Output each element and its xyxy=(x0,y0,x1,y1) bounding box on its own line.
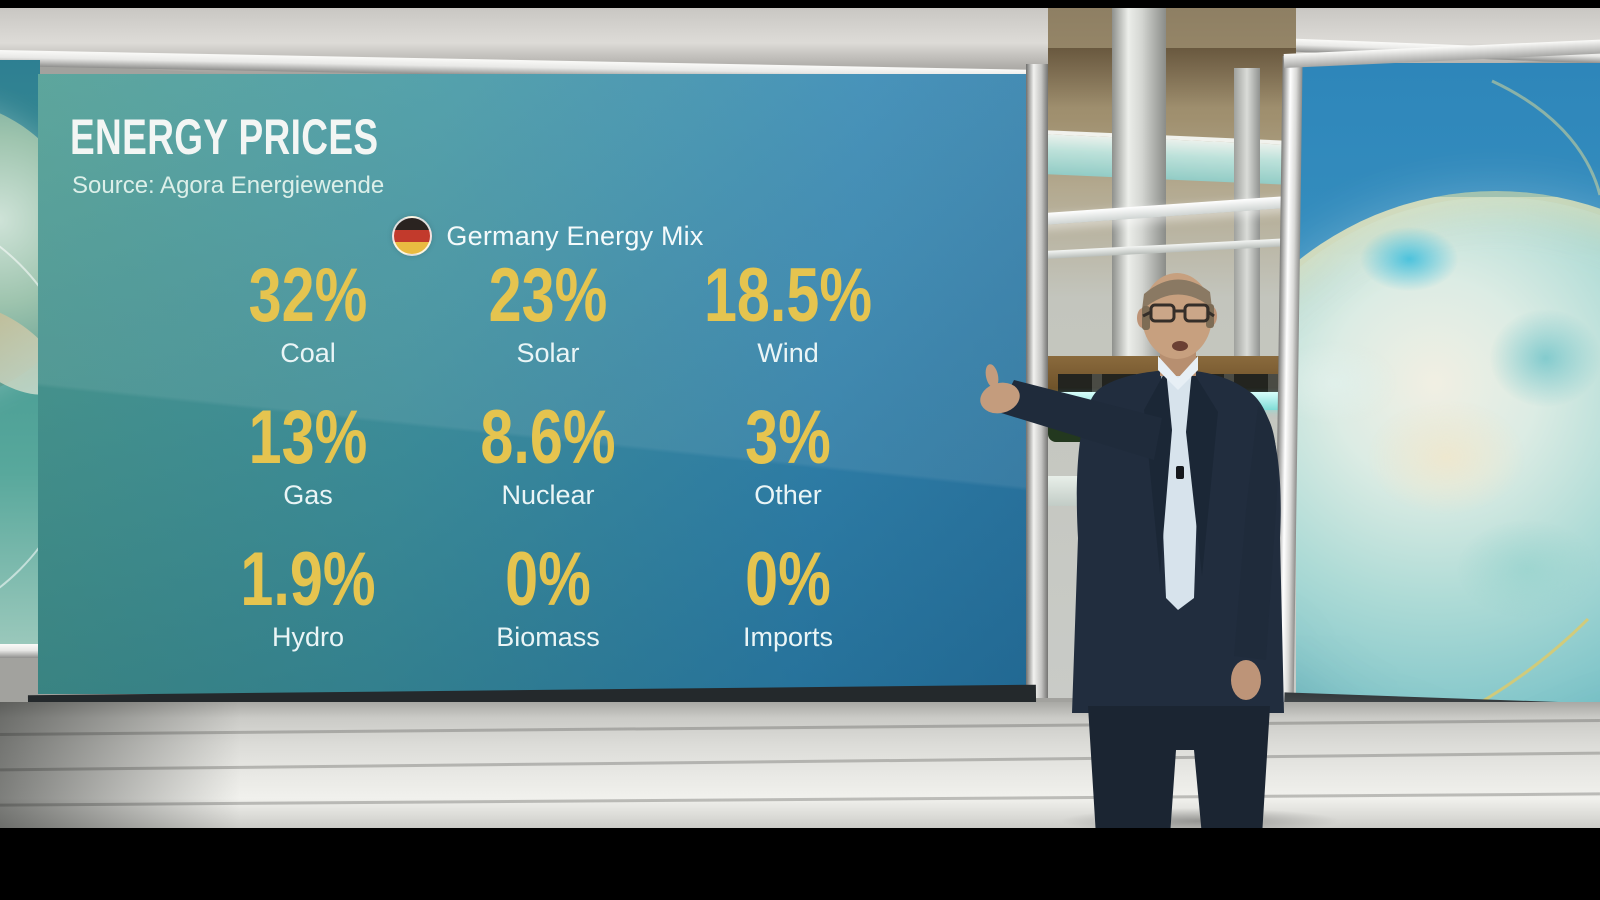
ceiling-light-tube xyxy=(1027,193,1319,227)
stat-label: Coal xyxy=(280,338,336,369)
stat-cell-nuclear: 8.6% Nuclear xyxy=(428,395,668,544)
left-screen-frame-bottom xyxy=(0,644,42,658)
stat-value: 23% xyxy=(488,253,608,338)
letterbox-bottom xyxy=(0,828,1600,900)
stat-label: Wind xyxy=(757,338,819,369)
stat-label: Solar xyxy=(516,338,580,369)
stat-cell-hydro: 1.9% Hydro xyxy=(188,537,428,686)
stat-cell-biomass: 0% Biomass xyxy=(428,537,668,686)
germany-flag-icon xyxy=(392,216,433,256)
board-heading: Germany Energy Mix xyxy=(446,220,704,251)
presenter-collar xyxy=(1158,356,1198,390)
stat-value: 32% xyxy=(248,253,368,338)
lapel-mic xyxy=(1176,466,1184,479)
presenter-hair xyxy=(1142,279,1212,310)
stat-value: 8.6% xyxy=(480,395,616,480)
stat-label: Imports xyxy=(742,622,834,653)
stat-label: Biomass xyxy=(496,622,600,653)
stat-cell-solar: 23% Solar xyxy=(428,253,668,402)
board-frame-right xyxy=(1026,64,1048,698)
letterbox-top xyxy=(0,0,1600,8)
presenter xyxy=(980,273,1284,828)
studio-floor xyxy=(0,702,1600,828)
stat-value: 0% xyxy=(745,537,831,622)
right-globe-icon xyxy=(1296,191,1600,715)
stat-cell-wind: 18.5% Wind xyxy=(668,253,908,402)
studio-pillar-secondary xyxy=(1234,68,1260,398)
stats-grid: 32% Coal 23% Solar 18.5% Wind 13% Gas 8.… xyxy=(188,253,908,686)
floor-shadow-left xyxy=(0,702,240,828)
studio-scene: ENERGY PRICES Source: Agora Energiewende… xyxy=(0,8,1600,828)
board-heading-row: Germany Energy Mix xyxy=(188,214,908,258)
presenter-pointing-arm xyxy=(998,380,1162,460)
presenter-mouth xyxy=(1172,341,1188,351)
screen-arc-lines xyxy=(1455,79,1600,715)
stat-label: Other xyxy=(754,480,822,511)
stat-value: 3% xyxy=(745,395,831,480)
stat-cell-coal: 32% Coal xyxy=(188,253,428,402)
stat-cell-imports: 0% Imports xyxy=(668,537,908,686)
presenter-down-arm xyxy=(1234,406,1278,660)
stat-value: 1.9% xyxy=(240,537,376,622)
stat-value: 18.5% xyxy=(703,253,873,338)
stat-label: Hydro xyxy=(271,622,345,653)
left-globe-screen xyxy=(0,60,40,650)
stat-value: 0% xyxy=(505,537,591,622)
stat-cell-gas: 13% Gas xyxy=(188,395,428,544)
energy-board: ENERGY PRICES Source: Agora Energiewende… xyxy=(38,74,1026,694)
floor-seam xyxy=(0,719,1600,736)
presenter-pointing-hand xyxy=(980,382,1020,414)
floor-seam xyxy=(0,792,1600,807)
ceiling-light-tube-2 xyxy=(1037,236,1319,260)
board-source: Source: Agora Energiewende xyxy=(72,172,385,199)
presenter-trousers xyxy=(1088,706,1270,828)
stat-label: Nuclear xyxy=(501,480,595,511)
stat-cell-other: 3% Other xyxy=(668,395,908,544)
right-globe-screen xyxy=(1296,63,1600,715)
stat-label: Gas xyxy=(283,480,333,511)
stat-value: 13% xyxy=(248,395,368,480)
board-title: ENERGY PRICES xyxy=(70,109,379,165)
presenter-down-hand xyxy=(1231,660,1261,700)
floor-seam xyxy=(0,751,1600,772)
glasses-icon xyxy=(1142,303,1215,323)
